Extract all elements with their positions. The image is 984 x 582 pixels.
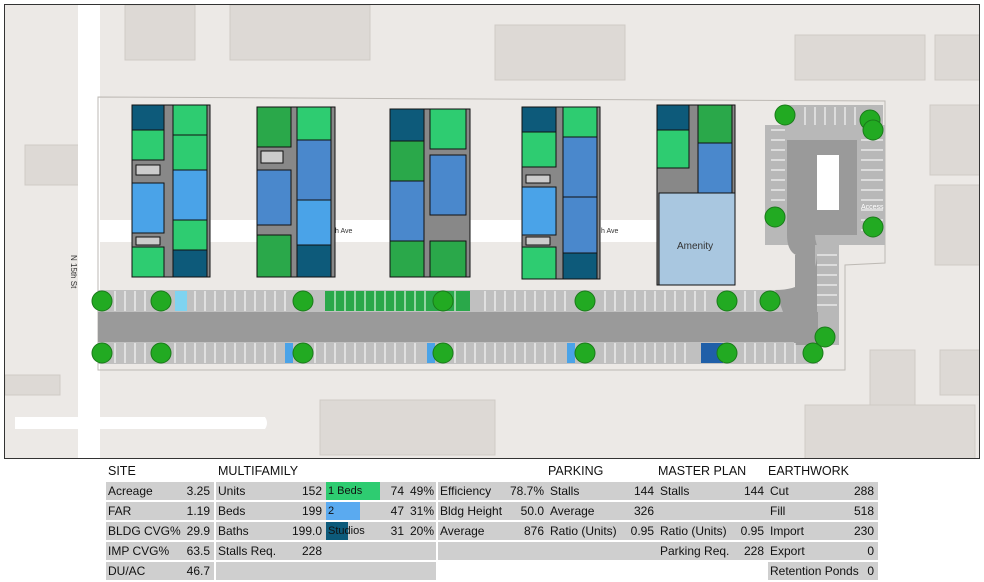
site-row-acreage: Acreage 3.25 — [106, 482, 214, 501]
site-summary-table: SITE MULTIFAMILY PARKING MASTER PLAN EAR… — [106, 462, 878, 581]
mf-row-units: Units 152 — [216, 482, 326, 501]
unit-mix-row-studio: Studios 31 20% — [326, 522, 436, 541]
street-label-avenue-left: h Ave — [335, 228, 352, 235]
bldg-row-average: Average 876 — [438, 522, 548, 541]
site-row-bldg-cvg: BLDG CVG% 29.9 — [106, 522, 214, 541]
header-parking: PARKING — [548, 464, 604, 478]
trees — [91, 104, 884, 364]
header-master-plan: MASTER PLAN — [658, 464, 747, 478]
site-row-du-ac: DU/AC 46.7 — [106, 562, 214, 581]
building-3[interactable] — [389, 108, 471, 278]
street-n-15th — [78, 5, 100, 458]
site-row-imp-cvg: IMP CVG% 63.5 — [106, 542, 214, 561]
parking-row-empty — [548, 542, 658, 561]
earth-row-import: Import 230 — [768, 522, 878, 541]
street-label-avenue-right: h Ave — [601, 228, 618, 235]
earth-row-export: Export 0 — [768, 542, 878, 561]
unit-mix-bar-studio: Studios — [326, 522, 365, 540]
mp-row-parking-req: Parking Req. 228 — [658, 542, 768, 561]
mp-row-empty — [658, 502, 768, 521]
mf-row-baths: Baths 199.0 — [216, 522, 326, 541]
header-site: SITE — [108, 464, 136, 478]
earth-row-cut: Cut 288 — [768, 482, 878, 501]
site-boundary — [97, 96, 886, 371]
unit-mix-row-1bed: 1 Beds 74 49% — [326, 482, 436, 501]
site-row-far: FAR 1.19 — [106, 502, 214, 521]
header-multifamily: MULTIFAMILY — [218, 464, 299, 478]
street-south — [15, 417, 267, 429]
site-plan-map[interactable]: N 15th St h Ave h Ave Access — [4, 4, 980, 459]
building-5[interactable]: Amenity — [656, 104, 736, 286]
earth-row-fill: Fill 518 — [768, 502, 878, 521]
mf-row-stalls-req: Stalls Req. 228 — [216, 542, 326, 561]
earth-row-retention: Retention Ponds 0 — [768, 562, 878, 581]
access-label: Access — [861, 204, 884, 211]
parking-row-stalls: Stalls 144 — [548, 482, 658, 501]
site-plan-canvas[interactable]: N 15th St h Ave h Ave Access — [5, 5, 980, 459]
mp-row-stalls: Stalls 144 — [658, 482, 768, 501]
unit-mix-empty-1 — [326, 542, 436, 561]
stall-stripes — [104, 107, 883, 363]
parking-row-ratio: Ratio (Units) 0.95 — [548, 522, 658, 541]
unit-mix-bar-2bed: 2 Beds — [326, 502, 360, 536]
street-label-n-15th: N 15th St — [69, 255, 78, 289]
unit-mix-bar-1bed: 1 Beds — [326, 482, 380, 500]
bldg-row-efficiency: Efficiency 78.7% — [438, 482, 548, 501]
amenity-label: Amenity — [677, 241, 713, 252]
mp-row-ratio: Ratio (Units) 0.95 — [658, 522, 768, 541]
header-earthwork: EARTHWORK — [768, 464, 850, 478]
bldg-row-height: Bldg Height 50.0 — [438, 502, 548, 521]
background-parcels — [5, 5, 979, 458]
street-avenue — [100, 220, 660, 242]
building-2[interactable] — [256, 106, 336, 278]
bldg-row-empty — [438, 542, 548, 561]
amenity-building — [658, 192, 736, 286]
mf-row-beds: Beds 199 — [216, 502, 326, 521]
parking-row-average: Average 326 — [548, 502, 658, 521]
mf-row-empty — [216, 562, 326, 581]
unit-mix-empty-2 — [326, 562, 436, 581]
building-1[interactable] — [131, 104, 211, 278]
building-4[interactable] — [521, 106, 601, 280]
